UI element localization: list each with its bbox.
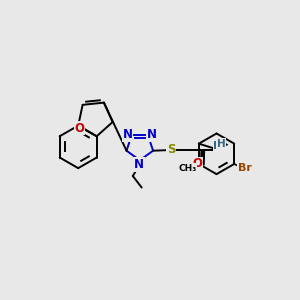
Text: O: O bbox=[192, 158, 202, 170]
Text: Br: Br bbox=[238, 163, 252, 173]
Text: O: O bbox=[74, 122, 84, 135]
Text: CH₃: CH₃ bbox=[178, 164, 196, 173]
Text: S: S bbox=[167, 143, 176, 156]
Text: N: N bbox=[123, 128, 133, 141]
Text: N: N bbox=[147, 128, 157, 141]
Text: N: N bbox=[134, 158, 144, 171]
Text: N: N bbox=[213, 141, 222, 151]
Text: H: H bbox=[217, 139, 225, 149]
